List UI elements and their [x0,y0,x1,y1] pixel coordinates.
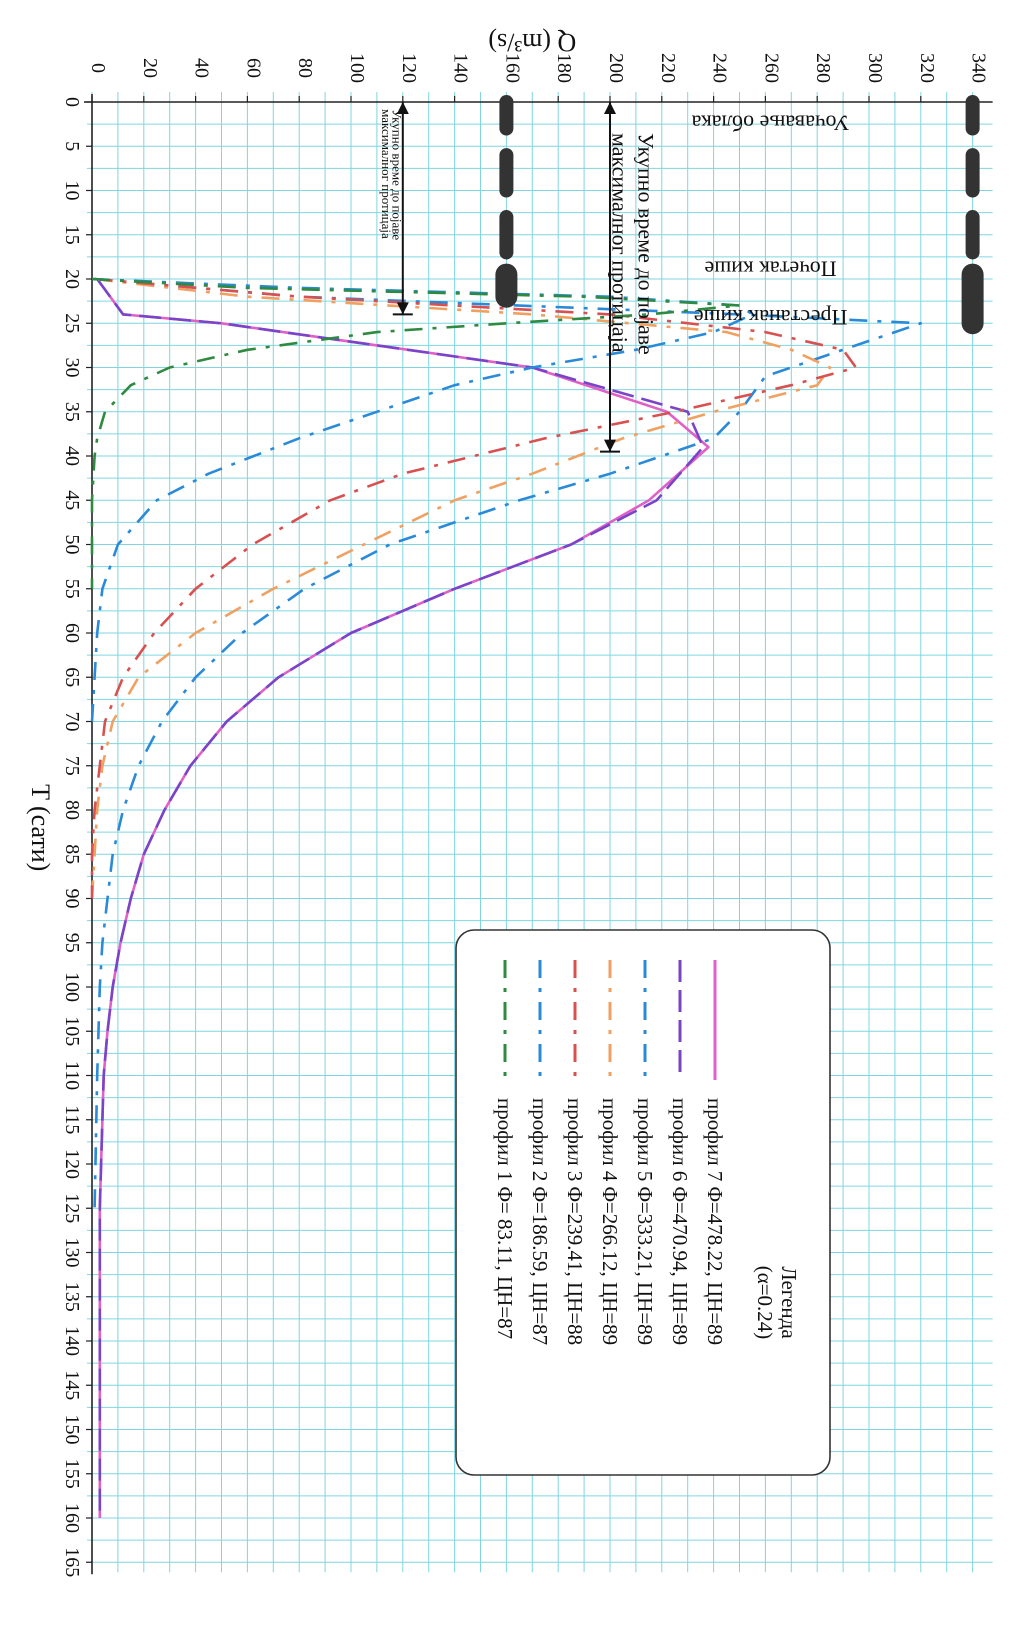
tick-label-t: 30 [61,358,83,378]
tick-label-t: 0 [61,97,83,107]
tick-label-t: 110 [61,1061,83,1090]
tick-label-q: 260 [760,53,782,83]
tick-label-t: 70 [61,712,83,732]
tick-label-t: 10 [61,181,83,201]
legend-item-label: профил 6 Φ=470.94, ЦН=89 [668,1098,692,1345]
tick-label-t: 120 [61,1149,83,1179]
tick-label-q: 20 [139,58,161,78]
tick-label-q: 120 [398,53,420,83]
tick-label-t: 90 [61,889,83,909]
legend-item-label: профил 3 Φ=239.41, ЦН=88 [563,1098,587,1345]
axes: 0 5 10 15 20 25 30 35 40 45 50 55 60 65 70 75 80 85 90 95 10… [26,28,993,1577]
tick-label-q: 40 [191,58,213,78]
tick-label-t: 135 [61,1282,83,1312]
series-line-профил-1 [90,277,741,589]
tick-label-t: 150 [61,1415,83,1445]
series-line-профил-4 [90,277,832,899]
tick-label-q: 160 [501,53,523,83]
legend-item-label: профил 2 Φ=186.59, ЦН=87 [528,1098,552,1345]
tick-label-t: 40 [61,446,83,466]
tick-label-t: 5 [61,141,83,151]
tick-label-q: 280 [812,53,834,83]
tick-label-q: 0 [87,63,109,73]
tick-label-t: 50 [61,535,83,555]
tick-label-q: 140 [450,53,472,83]
axis-title-q: Q (m³/s) [488,28,576,57]
tick-label-t: 115 [61,1105,83,1134]
legend-item-label: профил 1 Φ= 83.11, ЦН=87 [493,1098,517,1339]
tick-label-t: 75 [61,756,83,776]
label-total-time-small-b: максималног протицаја [379,109,394,239]
series-group [90,277,923,1518]
series-line-профил-2 [90,277,754,722]
tick-label-t: 100 [61,972,83,1002]
tick-label-t: 55 [61,579,83,599]
tick-label-t: 130 [61,1238,83,1268]
tick-label-t: 145 [61,1370,83,1400]
tick-label-q: 80 [294,58,316,78]
label-rain-start: Почетак кише [705,256,837,281]
tick-label-q: 220 [657,53,679,83]
tick-label-t: 80 [61,800,83,820]
tick-label-t: 155 [61,1459,83,1489]
legend: Легенда(α=0.24) профил 7 Φ=478.22, ЦН=89 п… [455,929,831,1476]
tick-label-t: 25 [61,313,83,333]
axis-title-t: T (сати) [26,784,55,871]
legend-box [455,929,831,1476]
arrow-total-time-profile-7-tail [604,439,616,452]
tick-label-t: 160 [61,1503,83,1533]
label-cloud-observed: Уочавање облака [691,110,849,135]
legend-title: Легенда [777,1266,801,1339]
legend-item-label: профил 4 Φ=266.12, ЦН=89 [598,1098,622,1345]
label-total-time-b: максималног протицаја [608,133,633,353]
tick-label-q: 300 [864,53,886,83]
tick-label-t: 165 [61,1547,83,1577]
tick-label-t: 85 [61,844,83,864]
legend-item-label: профил 5 Φ=333.21, ЦН=89 [633,1098,657,1345]
legend-item-label: профил 7 Φ=478.22, ЦН=89 [703,1098,727,1345]
arrow-total-time-profile-1-head [396,102,409,114]
arrow-total-time-profile-7-head [604,102,616,114]
series-line-профил-6 [96,278,705,1518]
tick-label-t: 95 [61,933,83,953]
tick-label-q: 180 [553,53,575,83]
legend-subtitle: (α=0.24) [753,1266,777,1340]
tick-label-t: 140 [61,1326,83,1356]
tick-label-t: 45 [61,490,83,510]
tick-label-t: 15 [61,225,83,245]
tick-label-t: 35 [61,402,83,422]
tick-label-q: 60 [242,58,264,78]
tick-label-q: 100 [346,53,368,83]
arrow-total-time-profile-1-tail [396,302,409,315]
tick-label-t: 60 [61,623,83,643]
series-line-профил-5 [93,277,923,1209]
annotations: Уочавање облака Почетак кише Престанак киш… [379,95,984,453]
label-total-time-a: Укупно време до појаве [633,133,658,355]
tick-label-q: 240 [709,53,731,83]
tick-label-q: 320 [916,53,938,83]
series-line-профил-3 [90,277,858,899]
label-total-time-small-a: Укупно време до појаве [389,109,404,240]
tick-label-t: 20 [61,269,83,289]
tick-label-q: 200 [605,53,627,83]
tick-label-q: 340 [968,53,990,83]
label-rain-end: Престанак кише [694,305,848,330]
tick-label-t: 125 [61,1193,83,1223]
tick-label-t: 105 [61,1016,83,1046]
tick-label-t: 65 [61,667,83,687]
